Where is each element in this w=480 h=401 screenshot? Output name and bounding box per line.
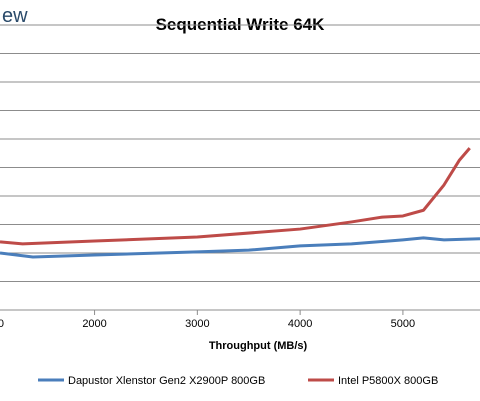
- logo: ew: [2, 5, 28, 27]
- legend-label: Dapustor Xlenstor Gen2 X2900P 800GB: [68, 375, 265, 387]
- x-tick-label: 1000: [0, 318, 4, 330]
- series-line: [0, 236, 480, 259]
- legend-label: Intel P5800X 800GB: [338, 375, 438, 387]
- x-tick-label: 5000: [391, 318, 415, 330]
- x-tick-label: 3000: [185, 318, 209, 330]
- x-tick-label: 2000: [82, 318, 106, 330]
- x-tick-label: 4000: [288, 318, 312, 330]
- x-axis-label: Throughput (MB/s): [209, 340, 308, 352]
- series-line: [0, 147, 471, 246]
